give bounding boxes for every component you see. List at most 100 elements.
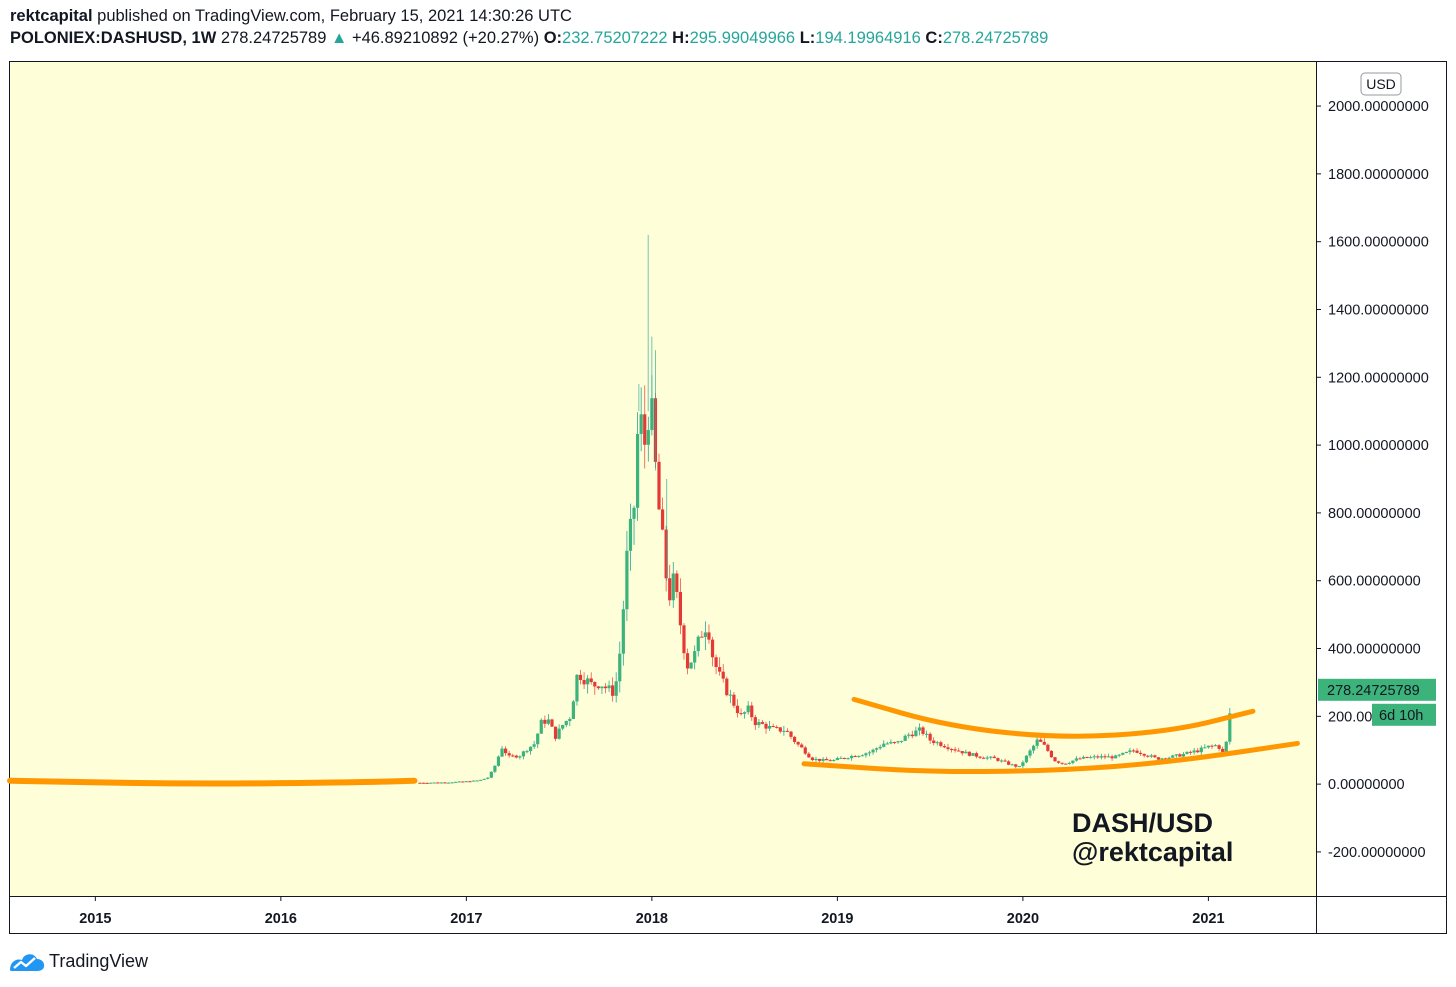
candle-body: [1163, 758, 1168, 760]
footer-brand[interactable]: TradingView: [49, 950, 149, 971]
candle-body: [817, 758, 822, 761]
candle-body: [1024, 755, 1029, 763]
close-label: C:: [925, 29, 943, 47]
candle-body: [935, 742, 939, 744]
candle-body: [964, 751, 968, 754]
candle-body: [828, 760, 832, 762]
candle-body: [678, 591, 683, 626]
candle-body: [611, 685, 615, 696]
trend-curve-3: [851, 696, 1256, 739]
tradingview-logo-icon[interactable]: [8, 948, 46, 974]
y-tick-label: 0.00000000: [1328, 777, 1405, 793]
candle-body: [814, 758, 818, 761]
candle-body: [593, 682, 597, 687]
candle-body: [528, 746, 533, 752]
candle-body: [932, 740, 936, 744]
candle-body: [939, 742, 943, 746]
candle-body: [1221, 748, 1225, 752]
candle-body: [899, 740, 904, 742]
candle-body: [903, 735, 907, 741]
candle-body: [646, 430, 650, 445]
candle-body: [978, 756, 982, 758]
open-label: O:: [543, 29, 563, 47]
candle-body: [614, 681, 618, 696]
publish-line: rektcapital published on TradingView.com…: [10, 6, 1048, 27]
candle-body: [1078, 758, 1082, 760]
candle-body: [1117, 754, 1121, 756]
candle-body: [764, 723, 768, 729]
candle-body: [454, 781, 458, 783]
candle-body: [725, 678, 729, 696]
candle-body: [924, 733, 929, 735]
candle-body: [429, 782, 433, 784]
candle-body: [949, 749, 954, 751]
y-tick-label: 1600.00000000: [1328, 235, 1429, 251]
candle-body: [625, 550, 629, 610]
candle-body: [778, 727, 782, 732]
candle-body: [664, 529, 668, 579]
candle-body: [461, 781, 465, 783]
price-change: +46.89210892 (+20.27%): [351, 29, 540, 47]
countdown-badge: [1372, 703, 1436, 726]
candle-body: [810, 757, 815, 761]
candle-body: [850, 755, 854, 759]
candle-body: [789, 731, 793, 737]
candle-body: [1124, 751, 1128, 753]
low-label: L:: [799, 29, 816, 47]
candle-body: [1003, 760, 1007, 762]
candle-body: [618, 653, 622, 682]
author-name[interactable]: rektcapital: [10, 7, 93, 25]
candle-body: [600, 686, 604, 689]
candle-body: [1178, 754, 1182, 757]
open-value: 232.75207222: [562, 29, 668, 47]
candle-body: [703, 632, 707, 638]
candle-body: [1035, 739, 1039, 746]
candle-body: [1010, 764, 1014, 766]
candle-body: [689, 662, 693, 669]
candle-body: [582, 679, 586, 685]
candle-body: [536, 733, 540, 745]
candle-body: [1135, 750, 1139, 753]
candle-body: [443, 782, 447, 784]
candle-body: [671, 573, 675, 601]
candle-body: [432, 782, 436, 784]
candle-body: [875, 748, 879, 750]
close-value: 278.24725789: [942, 29, 1049, 47]
candle-body: [792, 736, 797, 742]
x-tick-label: 2018: [636, 911, 668, 927]
candle-body: [767, 726, 772, 729]
candle-body: [835, 758, 839, 760]
candle-body: [1196, 750, 1200, 753]
candles: [418, 234, 1232, 784]
x-tick-label: 2015: [79, 911, 111, 927]
candle-body: [1217, 745, 1221, 749]
y-tick-label: 1400.00000000: [1328, 302, 1429, 318]
candle-body: [1181, 753, 1186, 757]
y-tick-label: 1000.00000000: [1328, 438, 1429, 454]
candle-body: [571, 701, 575, 719]
candle-body: [882, 743, 886, 747]
candle-body: [682, 625, 686, 654]
candle-body: [557, 728, 561, 739]
chart-header: rektcapital published on TradingView.com…: [10, 6, 1048, 49]
candle-body: [1046, 744, 1050, 751]
candle-body: [518, 756, 522, 758]
candle-body: [1071, 760, 1075, 763]
candle-body: [1017, 766, 1021, 768]
y-tick-label: 2000.00000000: [1328, 99, 1429, 115]
candle-body: [1210, 745, 1214, 747]
candle-body: [800, 744, 804, 748]
candle-body: [564, 720, 568, 726]
candle-body: [960, 751, 964, 754]
candle-body: [853, 755, 857, 757]
candle-body: [1213, 745, 1218, 747]
candle-body: [867, 752, 872, 754]
candle-body: [589, 678, 593, 683]
currency-badge: [1360, 72, 1402, 96]
candle-body: [946, 747, 950, 750]
watermark-handle: @rektcapital: [1072, 837, 1233, 867]
symbol-label[interactable]: POLONIEX:DASHUSD, 1W: [10, 29, 217, 47]
candle-body: [707, 632, 711, 640]
candle-body: [639, 414, 643, 434]
